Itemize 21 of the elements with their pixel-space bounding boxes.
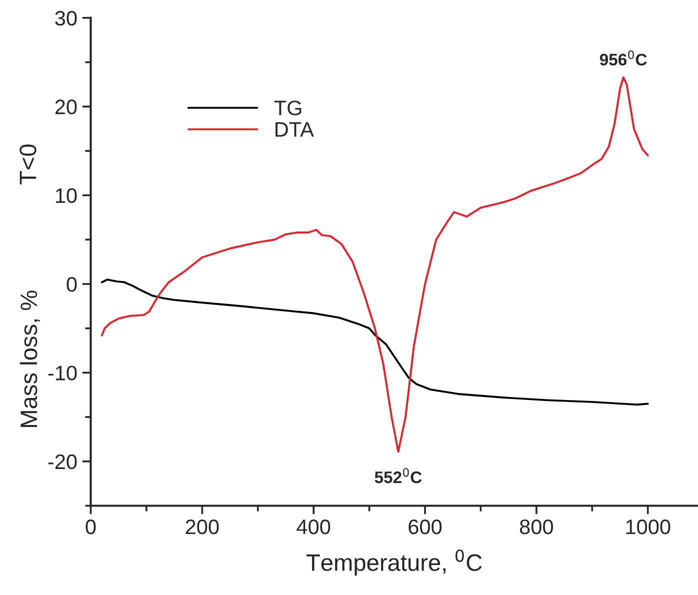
x-tick-label: 600 — [408, 519, 442, 534]
x-tick-label: 0 — [86, 519, 96, 534]
text: T<0 — [20, 144, 36, 184]
y-tick-label: 10 — [56, 188, 77, 204]
legend-label: DTA — [276, 122, 314, 137]
annotation: 956$^{0}$C — [600, 50, 647, 66]
y-axis-title: Mass loss, % — [20, 290, 40, 427]
x-tick-label: 800 — [520, 519, 553, 534]
y-tick-label: -20 — [48, 454, 77, 470]
x-tick-label: 400 — [296, 519, 330, 534]
line-series — [100, 76, 649, 453]
x-axis-title: Temperature, $^{0}$C — [306, 549, 482, 576]
y-tick-label: 20 — [55, 100, 77, 114]
y-tick-label: 30 — [55, 10, 77, 26]
line-series — [100, 278, 649, 406]
annotation: 552$^{0}$C — [374, 468, 422, 484]
x-tick-label: 200 — [186, 519, 219, 534]
y-tick-label: 0 — [66, 276, 77, 292]
legend-label: TG — [274, 100, 302, 116]
y-tick-label: -10 — [48, 366, 77, 380]
x-tick-label: 1000 — [626, 519, 670, 534]
